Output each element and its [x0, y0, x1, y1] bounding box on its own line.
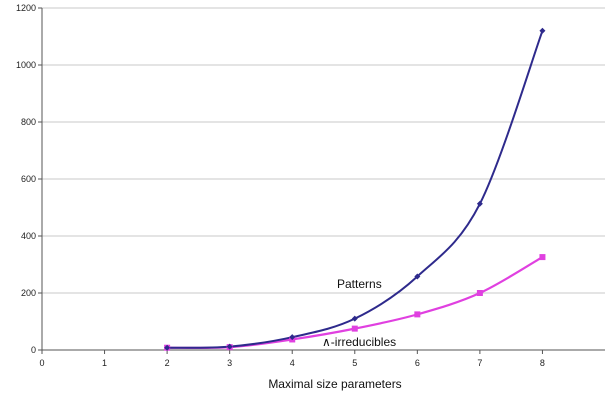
series-line-patterns: [167, 30, 544, 349]
y-tick-label: 0: [31, 345, 36, 355]
y-tick-label: 800: [21, 117, 36, 127]
data-point: [351, 325, 358, 332]
x-tick-label: 5: [352, 358, 357, 368]
series-lines: [167, 30, 544, 350]
data-point: [226, 343, 233, 350]
data-point: [539, 254, 546, 261]
x-tick-label: 8: [540, 358, 545, 368]
y-tick-label: 1200: [16, 3, 36, 13]
x-tick-label: 4: [290, 358, 295, 368]
x-tick-label: 6: [415, 358, 420, 368]
series-label-patterns: Patterns: [337, 277, 382, 291]
x-tick-label: 1: [102, 358, 107, 368]
x-tick-label: 2: [165, 358, 170, 368]
y-tick-label: 400: [21, 231, 36, 241]
data-point: [164, 344, 171, 351]
x-tick-labels: 0 1 2 3 4 5 6 7 8: [39, 350, 545, 368]
y-gridlines: [42, 7, 605, 294]
data-point: [351, 315, 358, 322]
y-tick-label: 200: [21, 288, 36, 298]
data-point: [414, 311, 421, 318]
x-tick-label: 3: [227, 358, 232, 368]
x-axis-title: Maximal size parameters: [268, 377, 401, 391]
x-tick-label: 7: [477, 358, 482, 368]
y-tick-label: 600: [21, 174, 36, 184]
data-point: [414, 273, 421, 280]
series-label-irreducibles: ∧-irreducibles: [322, 335, 396, 349]
x-tick-label: 0: [39, 358, 44, 368]
data-point: [539, 27, 546, 34]
y-tick-labels: 0 200 400 600 800 1000 1200: [16, 3, 42, 355]
data-point: [289, 334, 296, 341]
data-point: [476, 290, 483, 296]
series-markers: [164, 27, 546, 351]
data-point: [476, 200, 483, 207]
y-tick-label: 1000: [16, 60, 36, 70]
